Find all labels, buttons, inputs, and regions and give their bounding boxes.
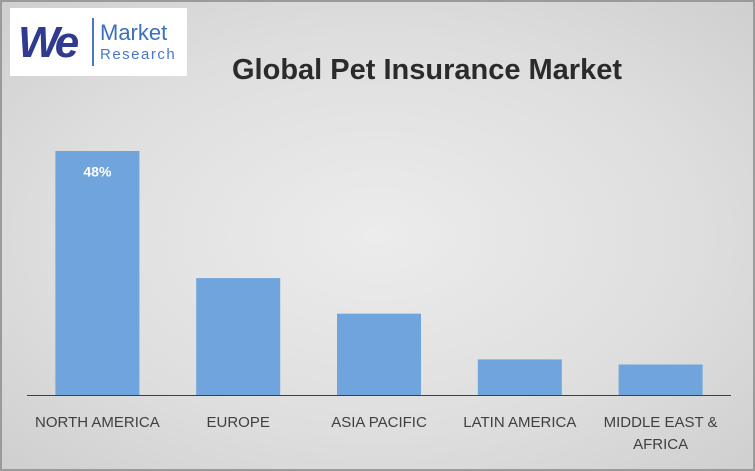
logo-brand: Market (100, 20, 168, 45)
x-tick-label: LATIN AMERICA (463, 414, 577, 431)
data-label: 48% (83, 164, 112, 180)
bar (477, 359, 562, 395)
x-tick-label: NORTH AMERICA (35, 414, 160, 431)
logo-separator (92, 18, 94, 66)
x-tick-label: MIDDLE EAST & AFRICA (603, 414, 718, 453)
x-tick-label: EUROPE (206, 414, 270, 431)
bar (337, 313, 421, 395)
x-tick-label: ASIA PACIFIC (331, 414, 427, 431)
logo-mark: We (18, 18, 79, 67)
chart-title: Global Pet Insurance Market (231, 54, 622, 86)
logo-sub: Research (100, 46, 177, 63)
bar (196, 278, 281, 395)
bar (55, 151, 140, 395)
bar (618, 364, 703, 395)
logo: We Market Research (10, 8, 187, 76)
